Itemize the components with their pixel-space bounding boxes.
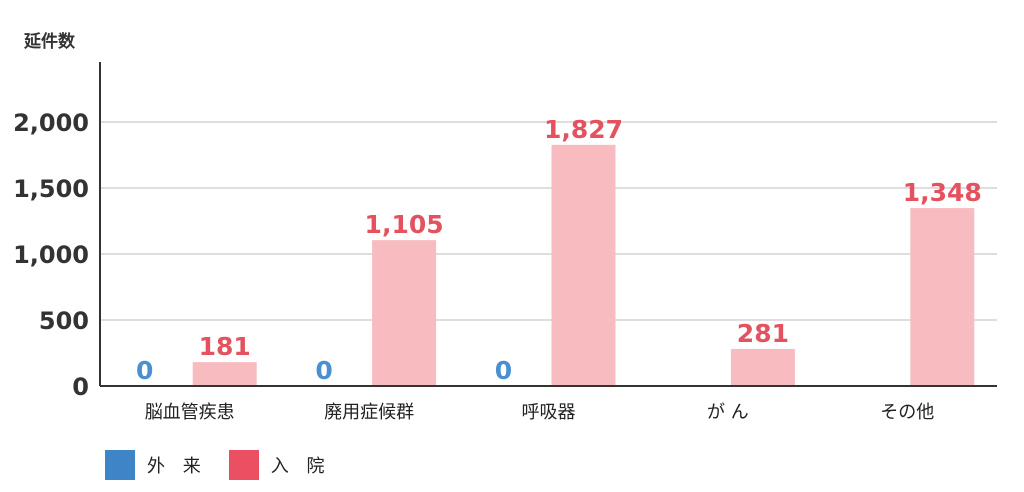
bar-inpatient: [192, 362, 257, 386]
gridlines: [100, 121, 997, 321]
y-tick-label: 1,000: [13, 241, 89, 269]
x-tick-label: その他: [880, 402, 934, 423]
x-tick-label: 呼吸器: [522, 402, 576, 423]
y-tick-labels: 0 500 1,000 1,500 2,000: [13, 109, 89, 401]
data-label-inpatient: 1,827: [544, 115, 623, 144]
data-label-outpatient: 0: [315, 356, 332, 385]
bars: [192, 144, 975, 386]
legend-label-inpatient: 入 院: [270, 456, 331, 477]
y-tick-label: 2,000: [13, 109, 89, 137]
bar-inpatient: [551, 144, 616, 386]
data-label-inpatient: 281: [737, 319, 789, 348]
data-label-inpatient: 181: [199, 332, 251, 361]
bar-inpatient: [372, 240, 437, 386]
data-label-outpatient: 0: [136, 356, 153, 385]
y-tick-label: 1,500: [13, 175, 89, 203]
legend-item-inpatient: 入 院: [228, 450, 331, 480]
bar-inpatient: [730, 348, 795, 386]
y-tick-label: 0: [72, 373, 89, 401]
y-axis-title: 延件数: [23, 31, 76, 52]
x-tick-label: 廃用症候群: [324, 402, 414, 423]
data-label-outpatient: 0: [495, 356, 512, 385]
legend-item-outpatient: 外 来: [105, 450, 207, 480]
data-labels: 0 181 0 1,105 0 1,827 281 1,348: [136, 115, 982, 385]
bar-chart: 延件数 0 500 1,000 1,500 2,000 0 181 0 1,105 0 1,827…: [13, 31, 997, 423]
legend: 外 来 入 院: [105, 450, 352, 480]
legend-swatch-outpatient: [105, 450, 135, 480]
legend-label-outpatient: 外 来: [147, 456, 207, 477]
bar-inpatient: [910, 208, 975, 386]
x-tick-labels: 脳血管疾患 廃用症候群 呼吸器 が ん その他: [145, 402, 935, 423]
data-label-inpatient: 1,105: [365, 210, 444, 239]
y-tick-label: 500: [39, 307, 89, 335]
x-tick-label: 脳血管疾患: [145, 402, 235, 423]
x-tick-label: が ん: [707, 402, 749, 423]
legend-swatch-inpatient: [228, 450, 259, 480]
data-label-inpatient: 1,348: [903, 178, 982, 207]
